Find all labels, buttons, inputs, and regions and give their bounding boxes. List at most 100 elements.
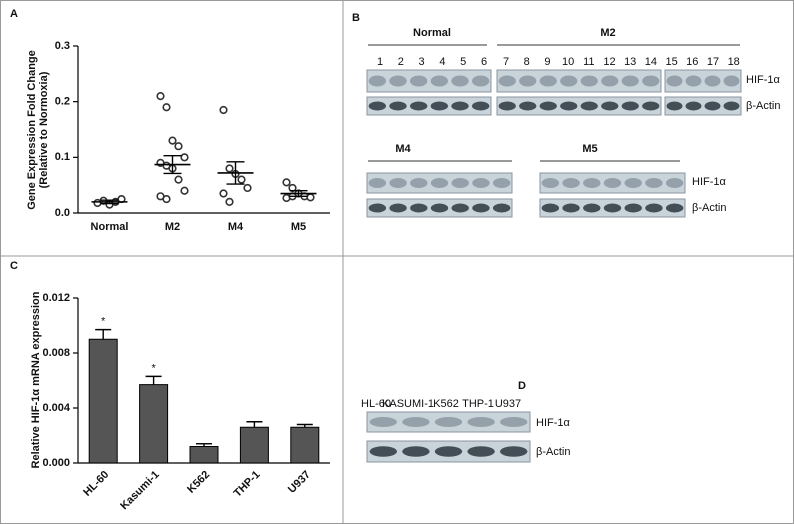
- band: [666, 101, 683, 111]
- lane-label: 10: [562, 56, 574, 68]
- band: [434, 417, 463, 427]
- band: [624, 178, 642, 188]
- band: [665, 203, 684, 213]
- panel-letter: A: [10, 8, 18, 20]
- lane-label: 9: [544, 56, 550, 68]
- row-label: HIF-1α: [692, 176, 727, 188]
- band: [666, 75, 683, 87]
- x-tick-label: HL-60: [81, 469, 111, 499]
- blot: [496, 69, 662, 93]
- lane-label: 5: [460, 56, 466, 68]
- band: [430, 203, 449, 213]
- y-axis-label: (Relative to Normoxia): [38, 71, 50, 188]
- band: [580, 101, 598, 111]
- band: [704, 75, 721, 87]
- band: [539, 101, 557, 111]
- band: [539, 75, 557, 87]
- band: [409, 101, 428, 111]
- y-axis-label: Gene Expression Fold Change: [26, 50, 38, 210]
- group-title: M5: [582, 143, 597, 155]
- data-point: [225, 164, 234, 173]
- lane-label: 17: [707, 56, 719, 68]
- band: [389, 178, 407, 188]
- row-label: β-Actin: [536, 446, 570, 458]
- lane-label: K562: [433, 398, 459, 410]
- data-point: [243, 183, 252, 193]
- y-axis-label: Relative HIF-1α mRNA expression: [30, 291, 42, 468]
- group-title: M4: [395, 143, 411, 155]
- band: [402, 417, 430, 427]
- band: [368, 203, 387, 213]
- panel-letter: D: [518, 380, 526, 392]
- x-tick-label: M4: [228, 221, 244, 233]
- band: [704, 101, 721, 111]
- y-tick-label: 0.3: [55, 40, 70, 52]
- lane-label: 8: [524, 56, 530, 68]
- data-point: [174, 142, 183, 151]
- band: [410, 178, 428, 188]
- data-point: [162, 194, 171, 204]
- band: [685, 75, 702, 87]
- band: [498, 101, 516, 111]
- x-tick-label: Kasumi-1: [118, 469, 162, 513]
- bar: [139, 384, 169, 464]
- lane-label: 14: [645, 56, 657, 68]
- group-title: M2: [600, 27, 615, 39]
- x-tick-label: M5: [291, 221, 306, 233]
- band: [562, 178, 580, 188]
- band: [467, 417, 495, 427]
- band: [434, 446, 463, 457]
- band: [580, 75, 598, 87]
- group-title: Normal: [413, 27, 451, 39]
- band: [492, 203, 511, 213]
- lane-label: 18: [728, 56, 740, 68]
- lane-label: HL-60: [361, 398, 391, 410]
- band: [642, 101, 660, 111]
- y-tick-label: 0.008: [42, 347, 70, 359]
- data-point: [156, 91, 165, 101]
- band: [430, 178, 449, 188]
- band: [601, 101, 619, 111]
- bar: [239, 426, 269, 464]
- band: [500, 417, 528, 427]
- band: [430, 75, 449, 87]
- lane-label: 15: [665, 56, 677, 68]
- band: [519, 75, 537, 87]
- band: [368, 178, 387, 188]
- blot: [664, 69, 742, 93]
- data-point: [162, 103, 171, 112]
- y-tick-label: 0.004: [42, 402, 70, 414]
- band: [723, 75, 740, 87]
- data-point: [219, 105, 228, 115]
- band: [500, 446, 528, 457]
- y-tick-label: 0.1: [55, 151, 70, 163]
- lane-label: 12: [603, 56, 615, 68]
- band: [451, 203, 469, 213]
- x-tick-label: U937: [286, 469, 313, 496]
- row-label: β-Actin: [692, 202, 726, 214]
- band: [645, 203, 663, 213]
- band: [430, 101, 449, 111]
- band: [451, 101, 469, 111]
- band: [541, 203, 560, 213]
- band: [409, 75, 428, 87]
- band: [603, 203, 622, 213]
- data-point: [168, 136, 177, 145]
- x-tick-label: K562: [185, 469, 212, 496]
- lane-label: 7: [503, 56, 509, 68]
- lane-label: U937: [495, 398, 521, 410]
- band: [562, 203, 580, 213]
- data-point: [180, 186, 189, 195]
- data-point: [306, 193, 315, 202]
- lane-label: 2: [398, 56, 404, 68]
- band: [541, 178, 560, 188]
- lane-label: 11: [583, 56, 594, 68]
- lane-label: 3: [419, 56, 425, 68]
- band: [583, 178, 601, 188]
- lane-label: 1: [377, 56, 383, 68]
- band: [368, 101, 387, 111]
- band: [601, 75, 619, 87]
- band: [402, 446, 430, 457]
- band: [621, 101, 639, 111]
- band: [583, 203, 601, 213]
